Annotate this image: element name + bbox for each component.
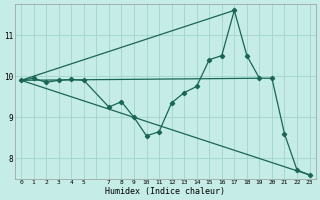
X-axis label: Humidex (Indice chaleur): Humidex (Indice chaleur): [105, 187, 225, 196]
